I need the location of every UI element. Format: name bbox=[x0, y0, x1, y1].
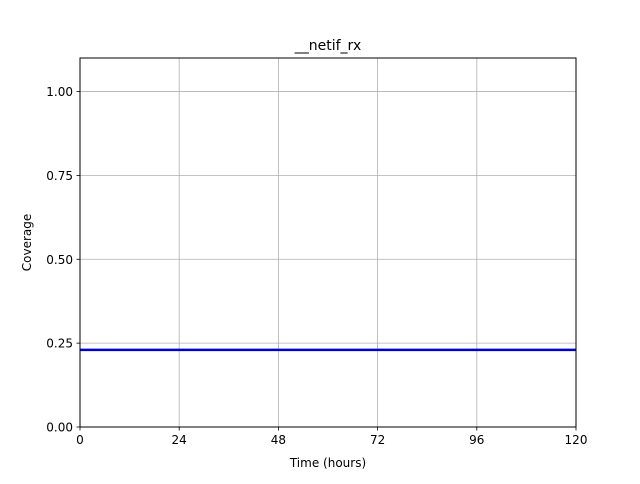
x-tick-label: 120 bbox=[565, 433, 588, 447]
x-tick-label: 24 bbox=[172, 433, 187, 447]
y-tick-label: 0.50 bbox=[46, 253, 73, 267]
y-tick-label: 0.25 bbox=[46, 337, 73, 351]
x-axis-label: Time (hours) bbox=[289, 456, 366, 470]
plot-frame bbox=[79, 57, 577, 428]
ticks-layer: 0 24 48 72 96 120 0.00 0.25 0.50 0.75 1.00 bbox=[46, 85, 587, 447]
x-tick-label: 96 bbox=[469, 433, 484, 447]
chart-title: __netif_rx bbox=[294, 38, 361, 54]
y-tick-label: 0.75 bbox=[46, 169, 73, 183]
y-axis-label: Coverage bbox=[20, 214, 34, 272]
x-tick-label: 72 bbox=[370, 433, 385, 447]
x-tick-label: 48 bbox=[271, 433, 286, 447]
grid-layer bbox=[79, 58, 577, 428]
y-tick-label: 0.00 bbox=[46, 421, 73, 435]
y-tick-label: 1.00 bbox=[46, 85, 73, 99]
x-tick-label: 0 bbox=[76, 433, 84, 447]
